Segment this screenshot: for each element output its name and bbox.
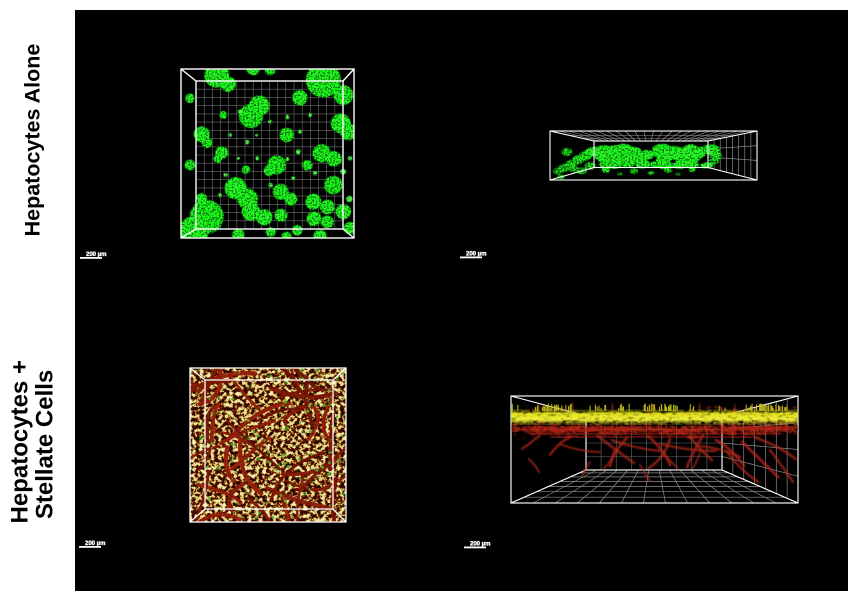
- svg-text:200 µm: 200 µm: [86, 252, 106, 258]
- svg-text:200 µm: 200 µm: [470, 541, 490, 547]
- svg-text:200 µm: 200 µm: [466, 251, 486, 257]
- svg-text:200 µm: 200 µm: [85, 541, 105, 547]
